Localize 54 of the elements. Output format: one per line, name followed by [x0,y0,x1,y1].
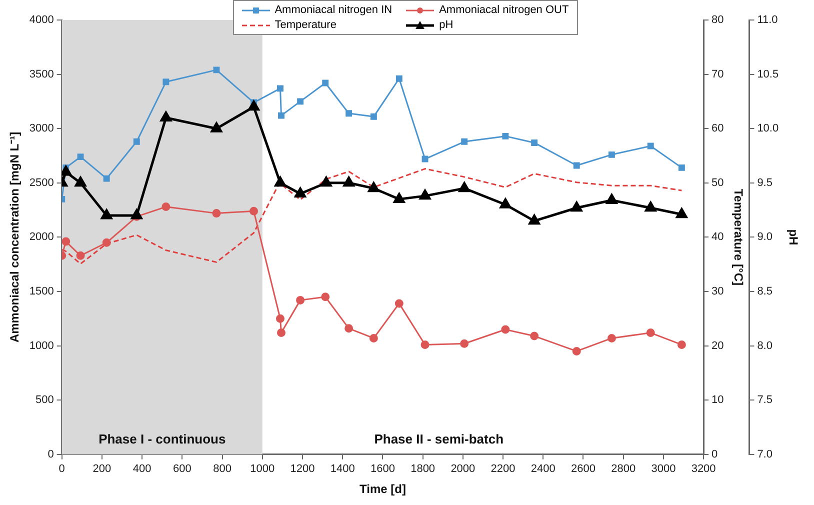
y-tick-label: 0 [48,448,54,460]
y2-tick-label: 40 [712,231,724,244]
y3-tick-label: 8.5 [757,286,772,298]
y3-tick-label: 9.5 [757,176,772,189]
y3-tick-label: 10.5 [757,68,779,80]
y2-tick-label: 50 [712,176,724,189]
x-tick-label: 3000 [651,463,676,476]
x-tick-label: 2600 [570,463,596,476]
y-tick-label: 3500 [29,68,54,80]
y2-tick-label: 10 [712,394,724,406]
y-tick-label: 2500 [29,176,54,189]
legend-label: Ammoniacal nitrogen OUT [439,4,569,16]
x-tick-label: 2800 [611,463,636,476]
x-axis-title: Time [d] [359,482,406,496]
x-tick-label: 1600 [370,463,395,476]
x-tick-label: 1400 [330,463,355,476]
x-tick-label: 3200 [691,463,716,476]
x-tick-label: 2000 [450,463,476,476]
x-tick-label: 800 [213,463,232,476]
y2-tick-label: 70 [712,68,724,80]
y-tick-label: 4000 [29,14,54,26]
x-tick-label: 400 [132,463,152,476]
y3-tick-label: 11.0 [757,14,778,26]
legend-label: Ammoniacal nitrogen IN [274,4,392,16]
y2-tick-label: 60 [712,122,724,135]
x-tick-label: 2200 [490,463,516,476]
y-tick-label: 2000 [29,231,54,244]
y2-tick-label: 30 [712,286,724,298]
x-tick-label: 1200 [290,463,315,476]
y-axis-title: Ammoniacal concentration [mgN L⁻¹] [8,132,22,343]
y3-tick-label: 9.0 [757,231,772,244]
x-tick-label: 1000 [250,463,275,476]
y-tick-label: 3000 [29,122,54,135]
x-tick-label: 2400 [530,463,556,476]
y-tick-label: 500 [36,394,54,406]
x-tick-label: 200 [92,463,112,476]
y2-tick-label: 20 [712,340,724,352]
y3-axis-title: pH [786,229,800,246]
x-tick-label: 1800 [410,463,436,476]
y3-tick-label: 10.0 [757,122,779,135]
legend-label: Temperature [274,19,336,31]
x-tick-label: 600 [173,463,192,476]
y-tick-label: 1500 [29,286,54,298]
legend-label: pH [439,19,454,31]
x-tick-label: 0 [58,463,65,476]
y2-axis-title: Temperature [°C] [732,188,746,286]
y2-tick-label: 0 [712,448,718,460]
y3-tick-label: 7.0 [757,448,772,460]
y2-tick-label: 80 [712,14,724,26]
y3-tick-label: 7.5 [757,394,772,406]
annotation: Phase II - semi-batch [374,431,504,446]
y-tick-label: 1000 [29,340,54,352]
y3-tick-label: 8.0 [757,340,772,352]
band-label: Phase I - continuous [98,431,226,446]
